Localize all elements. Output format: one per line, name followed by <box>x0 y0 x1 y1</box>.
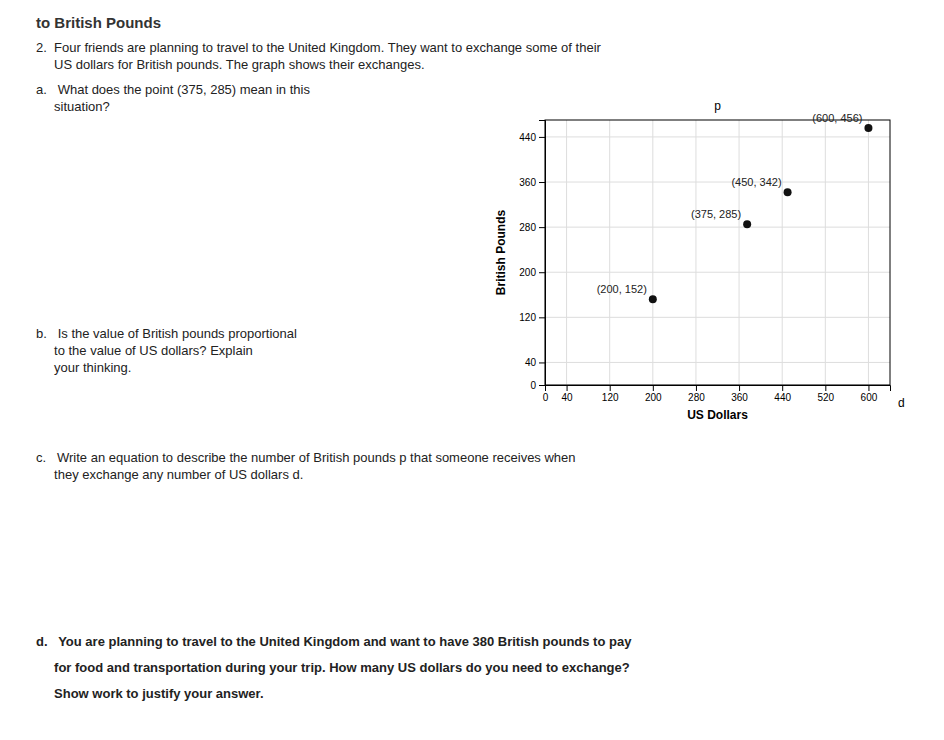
y-tick-mark <box>539 227 545 228</box>
x-tick-mark <box>739 385 740 391</box>
y-grid-line <box>545 136 890 137</box>
x-tick: 600 <box>861 385 878 403</box>
y-tick: 360 <box>519 177 545 188</box>
y-axis-title: British Pounds <box>494 210 508 296</box>
x-tick: 40 <box>562 385 574 403</box>
x-tick: 440 <box>774 385 791 403</box>
y-grid-line <box>545 272 890 273</box>
chart: 0 40 120 200 280 360 440 520 600 0 40 120 200 280 360 4… <box>494 99 905 422</box>
y-grid-line <box>545 362 890 363</box>
annotation: p <box>714 99 721 113</box>
x-tick-mark <box>696 385 697 391</box>
y-grid-line <box>545 227 890 228</box>
data-label: (450, 342) <box>731 176 781 188</box>
y-axis-line <box>539 121 546 386</box>
question-text: situation? <box>36 99 110 114</box>
x-tick-mark <box>567 385 568 391</box>
x-tick: 120 <box>602 385 619 403</box>
question-text: 2. Four friends are planning to travel t… <box>36 40 602 55</box>
point <box>743 220 751 228</box>
y-tick-label: 0 <box>530 380 536 391</box>
y-tick-mark <box>539 182 545 183</box>
y-tick: 40 <box>525 357 545 368</box>
y-tick-label: 120 <box>519 312 536 323</box>
x-axis-title: US Dollars <box>687 408 748 422</box>
data-labels: (200, 152) (375, 285) (450, 342) (600, 456) <box>597 112 863 295</box>
question-text: Show work to justify your answer. <box>36 686 264 701</box>
heading: to British Pounds <box>36 14 161 31</box>
x-tick-mark <box>825 385 826 391</box>
y-tick: 0 <box>530 380 545 391</box>
x-grid-line <box>652 120 653 385</box>
x-tick-label: 520 <box>817 392 834 403</box>
x-tick: 280 <box>688 385 705 403</box>
y-tick: 280 <box>519 222 545 233</box>
question-text: b. Is the value of British pounds propor… <box>36 326 297 341</box>
x-tick-label: 200 <box>645 392 662 403</box>
point <box>784 188 792 196</box>
x-grid-line <box>825 120 826 385</box>
question-text: d. You are planning to travel to the Uni… <box>36 634 632 649</box>
question-text: US dollars for British pounds. The graph… <box>36 57 425 72</box>
x-tick-label: 440 <box>774 392 791 403</box>
points <box>649 124 873 303</box>
y-grid-line <box>545 182 890 183</box>
y-tick-mark <box>539 362 545 363</box>
point <box>649 295 657 303</box>
data-label: (200, 152) <box>597 283 647 295</box>
x-tick-label: 40 <box>562 392 574 403</box>
x-tick-label: 600 <box>861 392 878 403</box>
question-text: c. Write an equation to describe the num… <box>36 450 576 465</box>
x-tick-label: 280 <box>688 392 705 403</box>
x-grid-line <box>695 120 696 385</box>
question-text: for food and transportation during your … <box>36 660 630 675</box>
x-axis: 0 40 120 200 280 360 440 520 600 <box>543 385 891 403</box>
x-grid-line <box>739 120 740 385</box>
y-tick-mark <box>539 137 545 138</box>
x-grid-line <box>782 120 783 385</box>
y-axis: 0 40 120 200 280 360 440 <box>519 121 545 391</box>
x-tick: 0 <box>543 385 549 403</box>
y-grid-line <box>545 317 890 318</box>
y-tick-mark <box>539 317 545 318</box>
y-tick: 120 <box>519 312 545 323</box>
y-tick-mark <box>539 272 545 273</box>
x-grid-line <box>868 120 869 385</box>
y-tick-label: 200 <box>519 267 536 278</box>
question-text: a. What does the point (375, 285) mean i… <box>36 82 310 97</box>
x-tick: 520 <box>817 385 834 403</box>
y-tick-label: 440 <box>519 132 536 143</box>
x-grid-line <box>566 120 567 385</box>
y-tick-mark <box>539 385 545 386</box>
x-axis-line <box>546 386 891 392</box>
plot-frame <box>545 120 890 385</box>
x-tick-mark <box>782 385 783 391</box>
page: to British Pounds 2. Four friends are pla… <box>0 0 944 740</box>
x-tick-label: 120 <box>602 392 619 403</box>
y-tick-label: 280 <box>519 222 536 233</box>
grid <box>545 120 890 385</box>
x-tick-label: 360 <box>731 392 748 403</box>
data-label: (375, 285) <box>691 208 741 220</box>
x-tick-mark <box>610 385 611 391</box>
x-tick-mark <box>653 385 654 391</box>
y-tick-label: 40 <box>525 357 537 368</box>
data-label: (600, 456) <box>812 112 862 124</box>
x-grid-line <box>609 120 610 385</box>
x-tick: 360 <box>731 385 748 403</box>
x-tick-label: 0 <box>543 392 549 403</box>
question-text: to the value of US dollars? Explain <box>36 343 253 358</box>
question-text: they exchange any number of US dollars d… <box>36 467 303 482</box>
y-tick: 200 <box>519 267 545 278</box>
point <box>864 124 872 132</box>
y-tick-label: 360 <box>519 177 536 188</box>
x-tick: 200 <box>645 385 662 403</box>
x-tick-mark <box>868 385 869 391</box>
question-text: your thinking. <box>36 360 131 375</box>
y-tick: 440 <box>519 132 545 143</box>
annotation: d <box>898 396 905 410</box>
